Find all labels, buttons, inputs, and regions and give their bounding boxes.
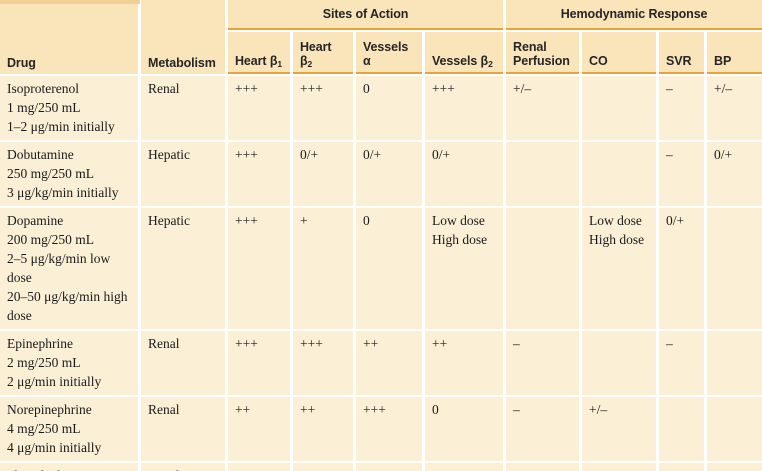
metabolism-cell: Renal	[141, 76, 225, 140]
heart-b2-cell: 0/+	[293, 142, 353, 206]
drug-cell: Isoproterenol 1 mg/250 mL 1–2 μg/min ini…	[0, 76, 138, 140]
vessels-b2-cell: +++	[425, 76, 504, 140]
bp-cell: +/–	[707, 76, 762, 140]
drug-cell: Dobutamine 250 mg/250 mL 3 μg/kg/min ini…	[0, 142, 138, 206]
heart-b1-cell: +++	[228, 142, 290, 206]
col-header-label: CO	[589, 54, 608, 68]
vessels-b2-cell: 0/+	[425, 142, 504, 206]
table-row-isoproterenol: Isoproterenol 1 mg/250 mL 1–2 μg/min ini…	[0, 76, 762, 140]
vessels-alpha-cell: 0	[356, 76, 422, 140]
drug-cell: Phenylephrine	[0, 463, 138, 471]
col-header-bp: BP	[707, 32, 762, 74]
vessels-alpha-cell: +++	[356, 463, 422, 471]
heart-b1-cell: +++	[228, 76, 290, 140]
table-row-dopamine: Dopamine 200 mg/250 mL 2–5 μg/kg/min low…	[0, 208, 762, 329]
drug-cell: Norepinephrine 4 mg/250 mL 4 μg/min init…	[0, 397, 138, 461]
heart-b2-cell: +	[293, 208, 353, 329]
col-header-heart-b1: Heart β1	[228, 32, 290, 74]
col-header-renal-perfusion: Renal Perfusion	[506, 32, 580, 74]
drug-cell: Dopamine 200 mg/250 mL 2–5 μg/kg/min low…	[0, 208, 138, 329]
metabolism-cell: Hepatic	[141, 142, 225, 206]
col-header-label: Renal Perfusion	[513, 40, 570, 68]
vessels-alpha-cell: 0/+	[356, 142, 422, 206]
co-cell	[582, 331, 657, 395]
col-header-label: Heart β	[300, 40, 332, 68]
metabolism-cell: Renal	[141, 397, 225, 461]
co-cell	[582, 76, 657, 140]
svr-cell: 0/+	[659, 208, 705, 329]
col-header-vessels-b2: Vessels β2	[425, 32, 504, 74]
subscript: 2	[307, 59, 313, 70]
vessels-alpha-cell: 0	[356, 208, 422, 329]
vessels-b2-cell: 0	[425, 397, 504, 461]
col-header-vessels-alpha: Vessels α	[356, 32, 422, 74]
subscript: 2	[488, 59, 493, 70]
renal-perfusion-cell	[506, 142, 580, 206]
table-row-dobutamine: Dobutamine 250 mg/250 mL 3 μg/kg/min ini…	[0, 142, 762, 206]
table-row-epinephrine: Epinephrine 2 mg/250 mL 2 μg/min initial…	[0, 331, 762, 395]
heart-b2-cell: 0	[293, 463, 353, 471]
co-cell: Low dose High dose	[582, 208, 657, 329]
renal-perfusion-cell: –	[506, 397, 580, 461]
col-header-co: CO	[582, 32, 657, 74]
vessels-alpha-cell: ++	[356, 331, 422, 395]
group-header-row: Drug Metabolism Sites of Action Hemodyna…	[0, 0, 762, 74]
group-header-sites-of-action: Sites of Action	[228, 0, 504, 30]
renal-perfusion-cell: –	[506, 463, 580, 471]
col-header-label: Heart β	[235, 54, 278, 68]
metabolism-cell: Hepatic	[141, 208, 225, 329]
co-cell: +/–	[582, 397, 657, 461]
heart-b2-cell: +++	[293, 331, 353, 395]
renal-perfusion-cell: –	[506, 331, 580, 395]
heart-b1-cell: ++	[228, 397, 290, 461]
drug-cell: Epinephrine 2 mg/250 mL 2 μg/min initial…	[0, 331, 138, 395]
heart-b2-cell: +++	[293, 76, 353, 140]
col-header-label: SVR	[666, 54, 692, 68]
metabolism-cell: Renal	[141, 331, 225, 395]
col-header-label: Vessels α	[363, 40, 409, 68]
vessels-alpha-cell: +++	[356, 397, 422, 461]
col-header-svr: SVR	[659, 32, 705, 74]
col-header-metabolism: Metabolism	[141, 0, 225, 74]
svr-cell	[659, 397, 705, 461]
bp-cell	[707, 463, 762, 471]
bp-cell	[707, 331, 762, 395]
heart-b1-cell: +++	[228, 331, 290, 395]
metabolism-cell: Renal	[141, 463, 225, 471]
svr-cell: –	[659, 331, 705, 395]
heart-b2-cell: ++	[293, 397, 353, 461]
subscript: 1	[277, 59, 283, 70]
table-row-phenylephrine: Phenylephrine Renal 0 0 +++ 0 – –	[0, 463, 762, 471]
heart-b1-cell: 0	[228, 463, 290, 471]
heart-b1-cell: +++	[228, 208, 290, 329]
co-cell: –	[582, 463, 657, 471]
bp-cell: 0/+	[707, 142, 762, 206]
renal-perfusion-cell: +/–	[506, 76, 580, 140]
column-header-row: Heart β1 Heart β2 Vessels α Vessels β2 R…	[0, 32, 762, 74]
table-top-edge-artifact	[0, 0, 140, 4]
bp-cell	[707, 208, 762, 329]
vessels-b2-cell: ++	[425, 331, 504, 395]
vessels-b2-cell: Low dose High dose	[425, 208, 504, 329]
svr-cell: –	[659, 142, 705, 206]
bp-cell	[707, 397, 762, 461]
renal-perfusion-cell	[506, 208, 580, 329]
col-header-drug: Drug	[0, 0, 138, 74]
table-body: Isoproterenol 1 mg/250 mL 1–2 μg/min ini…	[0, 76, 762, 471]
svr-cell	[659, 463, 705, 471]
col-header-label: Vessels β	[432, 54, 489, 68]
vessels-b2-cell: 0	[425, 463, 504, 471]
co-cell	[582, 142, 657, 206]
col-header-heart-b2: Heart β2	[293, 32, 353, 74]
table-row-norepinephrine: Norepinephrine 4 mg/250 mL 4 μg/min init…	[0, 397, 762, 461]
group-header-hemodynamic-response: Hemodynamic Response	[506, 0, 762, 30]
svr-cell: –	[659, 76, 705, 140]
col-header-label: BP	[714, 54, 732, 68]
table-header: Drug Metabolism Sites of Action Hemodyna…	[0, 0, 762, 74]
